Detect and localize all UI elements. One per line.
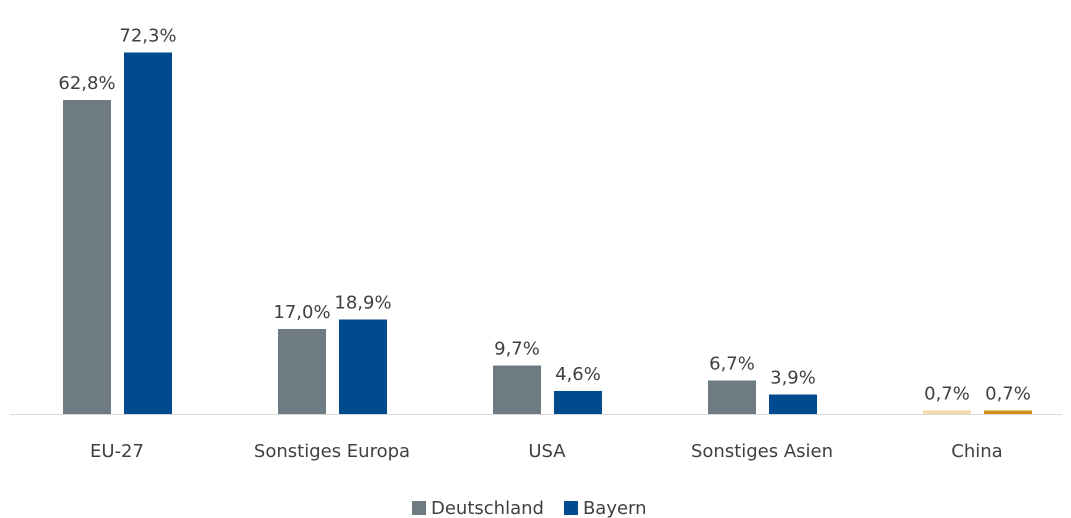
bar bbox=[278, 329, 326, 414]
x-tick-label: China bbox=[951, 441, 1002, 462]
bar bbox=[339, 319, 387, 414]
data-label: 4,6% bbox=[555, 364, 601, 385]
bar bbox=[493, 365, 541, 414]
data-label: 0,7% bbox=[924, 384, 970, 405]
bar bbox=[63, 100, 111, 414]
bar bbox=[554, 391, 602, 414]
legend-label: Deutschland bbox=[431, 498, 544, 518]
data-label: 62,8% bbox=[58, 73, 115, 94]
bar bbox=[124, 52, 172, 414]
legend-swatch bbox=[563, 501, 578, 515]
bar bbox=[769, 394, 817, 414]
bar bbox=[984, 410, 1032, 414]
legend-swatch bbox=[412, 501, 426, 515]
x-tick-label: Sonstiges Europa bbox=[254, 441, 410, 462]
data-label: 18,9% bbox=[334, 293, 391, 314]
data-label: 6,7% bbox=[709, 354, 755, 375]
data-label: 3,9% bbox=[770, 368, 816, 389]
data-label: 9,7% bbox=[494, 339, 540, 360]
data-label: 0,7% bbox=[985, 384, 1031, 405]
legend-label: Bayern bbox=[583, 498, 647, 518]
x-tick-label: USA bbox=[528, 441, 566, 462]
data-label: 72,3% bbox=[119, 26, 176, 47]
x-tick-label: EU-27 bbox=[90, 441, 144, 462]
data-label: 17,0% bbox=[273, 302, 330, 323]
bar bbox=[923, 410, 971, 414]
bar bbox=[708, 380, 756, 414]
x-tick-label: Sonstiges Asien bbox=[691, 441, 833, 462]
